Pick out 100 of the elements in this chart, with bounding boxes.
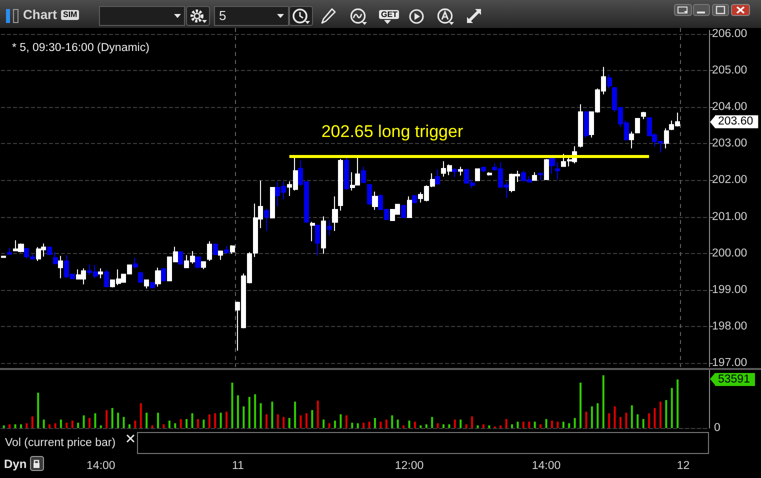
y-tick-label: 200.00 — [712, 247, 748, 260]
bar — [42, 420, 45, 428]
bar — [596, 403, 599, 428]
bar — [94, 413, 96, 428]
bar — [482, 424, 484, 428]
bar — [414, 422, 416, 428]
bar — [442, 424, 444, 428]
bar — [168, 420, 170, 428]
candlestick — [178, 251, 183, 265]
bar — [180, 419, 182, 428]
bar — [545, 419, 548, 428]
bar — [425, 424, 428, 428]
bar — [305, 413, 308, 428]
y-tick-label: 201.00 — [712, 210, 748, 223]
y-tick-label: 198.00 — [712, 320, 748, 332]
bar — [174, 423, 176, 428]
bar — [460, 420, 462, 428]
candlestick — [344, 156, 349, 190]
bar — [630, 405, 633, 428]
candlestick — [372, 191, 378, 210]
y-tick-label: 206.00 — [712, 28, 748, 40]
bar — [614, 406, 616, 428]
bar — [66, 422, 68, 428]
bar — [300, 415, 302, 428]
candlestick — [332, 196, 338, 232]
bar — [100, 425, 102, 428]
bar — [134, 420, 136, 428]
candlestick — [549, 156, 555, 175]
candlestick — [224, 246, 229, 254]
candlestick — [641, 111, 646, 120]
bar — [659, 402, 662, 428]
bar — [568, 423, 570, 428]
bar — [670, 388, 673, 428]
candlestick — [412, 194, 417, 204]
candlestick — [58, 255, 63, 279]
candlestick — [629, 131, 634, 149]
bar — [396, 420, 399, 428]
bar — [26, 423, 28, 428]
candlestick — [487, 172, 492, 176]
bar — [140, 403, 142, 428]
bar — [454, 420, 456, 428]
candlestick — [47, 246, 52, 256]
bar — [562, 422, 564, 428]
bar — [294, 402, 296, 428]
bar — [476, 425, 479, 428]
y-tick-label: 197.00 — [712, 357, 748, 370]
bar — [431, 416, 434, 428]
bar — [374, 418, 376, 428]
y-tick-label: 204.00 — [712, 101, 748, 114]
bar — [385, 420, 388, 428]
bar — [208, 414, 210, 428]
bar — [402, 425, 405, 428]
candlestick — [635, 118, 640, 134]
bar — [260, 403, 262, 428]
candlestick — [270, 186, 275, 219]
bar — [186, 419, 188, 428]
bar — [128, 424, 130, 428]
bar — [60, 420, 62, 428]
candlestick — [327, 220, 332, 236]
bar — [276, 414, 279, 428]
text: Chart — [23, 7, 57, 22]
bar — [20, 424, 22, 428]
bar — [151, 425, 154, 428]
candlestick — [407, 196, 412, 218]
bar — [214, 413, 216, 428]
text: GET — [379, 10, 400, 19]
bar — [620, 416, 622, 428]
bar — [236, 395, 239, 428]
bar — [471, 416, 474, 428]
bar — [380, 422, 382, 428]
bar — [111, 408, 114, 428]
bar — [448, 424, 450, 428]
bar — [550, 420, 553, 428]
candlestick — [475, 168, 480, 182]
bar — [648, 413, 650, 428]
bar — [505, 419, 508, 428]
bar — [54, 423, 56, 428]
bar — [334, 420, 336, 428]
candlestick — [264, 208, 269, 232]
text: 53591 — [718, 373, 750, 386]
x-tick-label: 14:00 — [532, 460, 561, 472]
bar — [636, 414, 639, 428]
bar — [231, 382, 234, 428]
bar — [202, 420, 205, 428]
candlestick — [144, 279, 149, 289]
bar — [391, 415, 394, 428]
bar — [196, 419, 199, 428]
bar — [356, 423, 359, 428]
candlestick — [207, 240, 212, 262]
candlestick — [53, 251, 58, 265]
bar — [226, 412, 228, 428]
bar — [2, 425, 5, 428]
bar — [31, 416, 34, 428]
candlestick — [532, 172, 537, 182]
bar — [340, 414, 342, 428]
candlestick — [133, 257, 138, 269]
candlestick — [150, 282, 155, 289]
candlestick — [321, 216, 326, 254]
bar — [282, 416, 285, 428]
x-tick-label: 14:00 — [86, 460, 116, 472]
